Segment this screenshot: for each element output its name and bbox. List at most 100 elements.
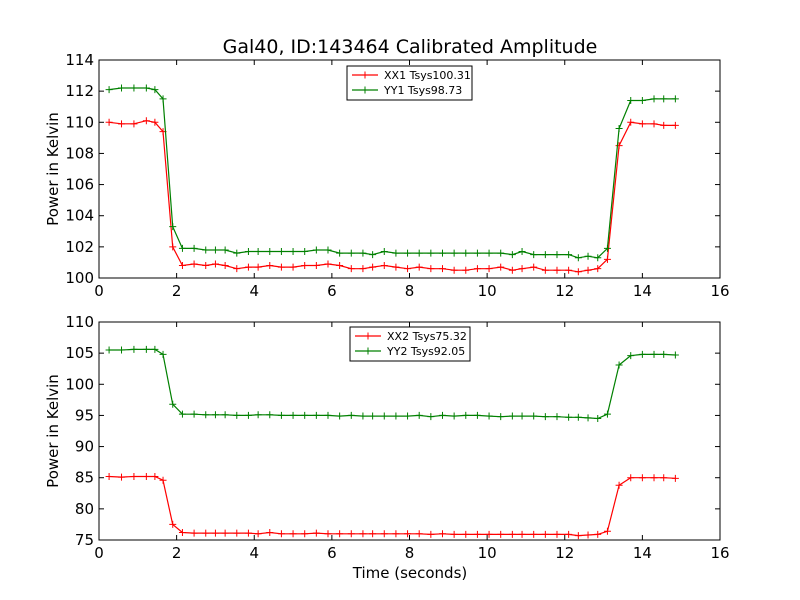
data-point: [301, 248, 309, 256]
data-point: [450, 412, 458, 420]
data-point: [541, 530, 549, 538]
data-point: [211, 260, 219, 268]
data-point: [508, 251, 516, 259]
data-point: [169, 243, 177, 251]
y-tick-label: 106: [65, 176, 94, 194]
legend-label: YY1 Tsys98.73: [383, 84, 462, 97]
data-point: [530, 251, 538, 259]
data-point: [671, 474, 679, 482]
data-point: [603, 255, 611, 263]
data-point: [438, 530, 446, 538]
data-point: [312, 262, 320, 270]
data-point: [438, 249, 446, 257]
data-point: [277, 248, 285, 256]
y-tick-label: 105: [65, 344, 94, 362]
legend-marker: [361, 86, 369, 94]
data-point: [277, 530, 285, 538]
data-point: [324, 260, 332, 268]
legend-marker: [361, 71, 369, 79]
subplot-2: 0 2 4 6 8 10 12 14 16 75 80 85 90 95 100 105 110 Power in…: [44, 313, 730, 562]
data-point: [518, 265, 526, 273]
series-1: [105, 117, 679, 276]
data-point: [473, 249, 481, 257]
subplot-1: 0 2 4 6 8 10 12 14 16 100 102 104 106 108 110 112 114 Pow…: [44, 51, 730, 300]
data-point: [627, 352, 635, 360]
data-point: [404, 249, 412, 257]
data-point: [473, 411, 481, 419]
x-tick-label: 16: [710, 282, 729, 300]
data-point: [615, 142, 623, 150]
data-point: [130, 472, 138, 480]
data-point: [450, 266, 458, 274]
data-point: [202, 411, 210, 419]
data-point: [211, 411, 219, 419]
data-point: [336, 530, 344, 538]
data-point: [244, 263, 252, 271]
data-point: [347, 249, 355, 257]
series-line: [109, 120, 676, 273]
data-point: [638, 350, 646, 358]
data-point: [485, 265, 493, 273]
x-tick-label: 2: [172, 282, 182, 300]
x-axis-label: Time (seconds): [352, 564, 468, 582]
data-point: [369, 251, 377, 259]
data-point: [336, 249, 344, 257]
data-point: [392, 263, 400, 271]
data-point: [190, 260, 198, 268]
data-point: [584, 414, 592, 422]
data-point: [404, 530, 412, 538]
x-tick-label: 12: [555, 544, 574, 562]
y-tick-label: 80: [75, 500, 94, 518]
data-point: [497, 263, 505, 271]
data-point: [178, 410, 186, 418]
data-point: [574, 268, 582, 276]
data-point: [151, 345, 159, 353]
data-point: [415, 263, 423, 271]
data-point: [151, 118, 159, 126]
data-point: [221, 411, 229, 419]
x-tick-label: 4: [249, 544, 259, 562]
data-point: [369, 412, 377, 420]
data-point: [438, 411, 446, 419]
data-point: [392, 530, 400, 538]
data-point: [190, 529, 198, 537]
data-point: [221, 529, 229, 537]
x-tick-label: 2: [172, 544, 182, 562]
data-point: [574, 532, 582, 540]
data-point: [233, 411, 241, 419]
y-tick-label: 110: [65, 313, 94, 331]
data-point: [574, 254, 582, 262]
data-point: [301, 530, 309, 538]
data-point: [584, 252, 592, 260]
data-point: [518, 530, 526, 538]
series-2: [105, 345, 679, 423]
data-point: [233, 249, 241, 257]
data-point: [485, 412, 493, 420]
legend-label: YY2 Tsys92.05: [386, 345, 465, 358]
data-point: [369, 263, 377, 271]
data-point: [485, 530, 493, 538]
data-point: [530, 412, 538, 420]
data-point: [508, 530, 516, 538]
data-point: [211, 529, 219, 537]
data-point: [660, 474, 668, 482]
data-point: [518, 248, 526, 256]
x-tick-label: 8: [405, 544, 415, 562]
data-point: [178, 244, 186, 252]
data-point: [415, 530, 423, 538]
data-point: [277, 411, 285, 419]
y-axis-label: Power in Kelvin: [44, 112, 62, 226]
data-point: [427, 530, 435, 538]
data-point: [324, 411, 332, 419]
data-point: [312, 246, 320, 254]
data-point: [159, 476, 167, 484]
data-point: [312, 529, 320, 537]
y-tick-label: 85: [75, 469, 94, 487]
data-point: [450, 530, 458, 538]
data-point: [202, 262, 210, 270]
x-tick-label: 6: [327, 544, 337, 562]
data-point: [244, 411, 252, 419]
data-point: [650, 95, 658, 103]
data-point: [254, 263, 262, 271]
